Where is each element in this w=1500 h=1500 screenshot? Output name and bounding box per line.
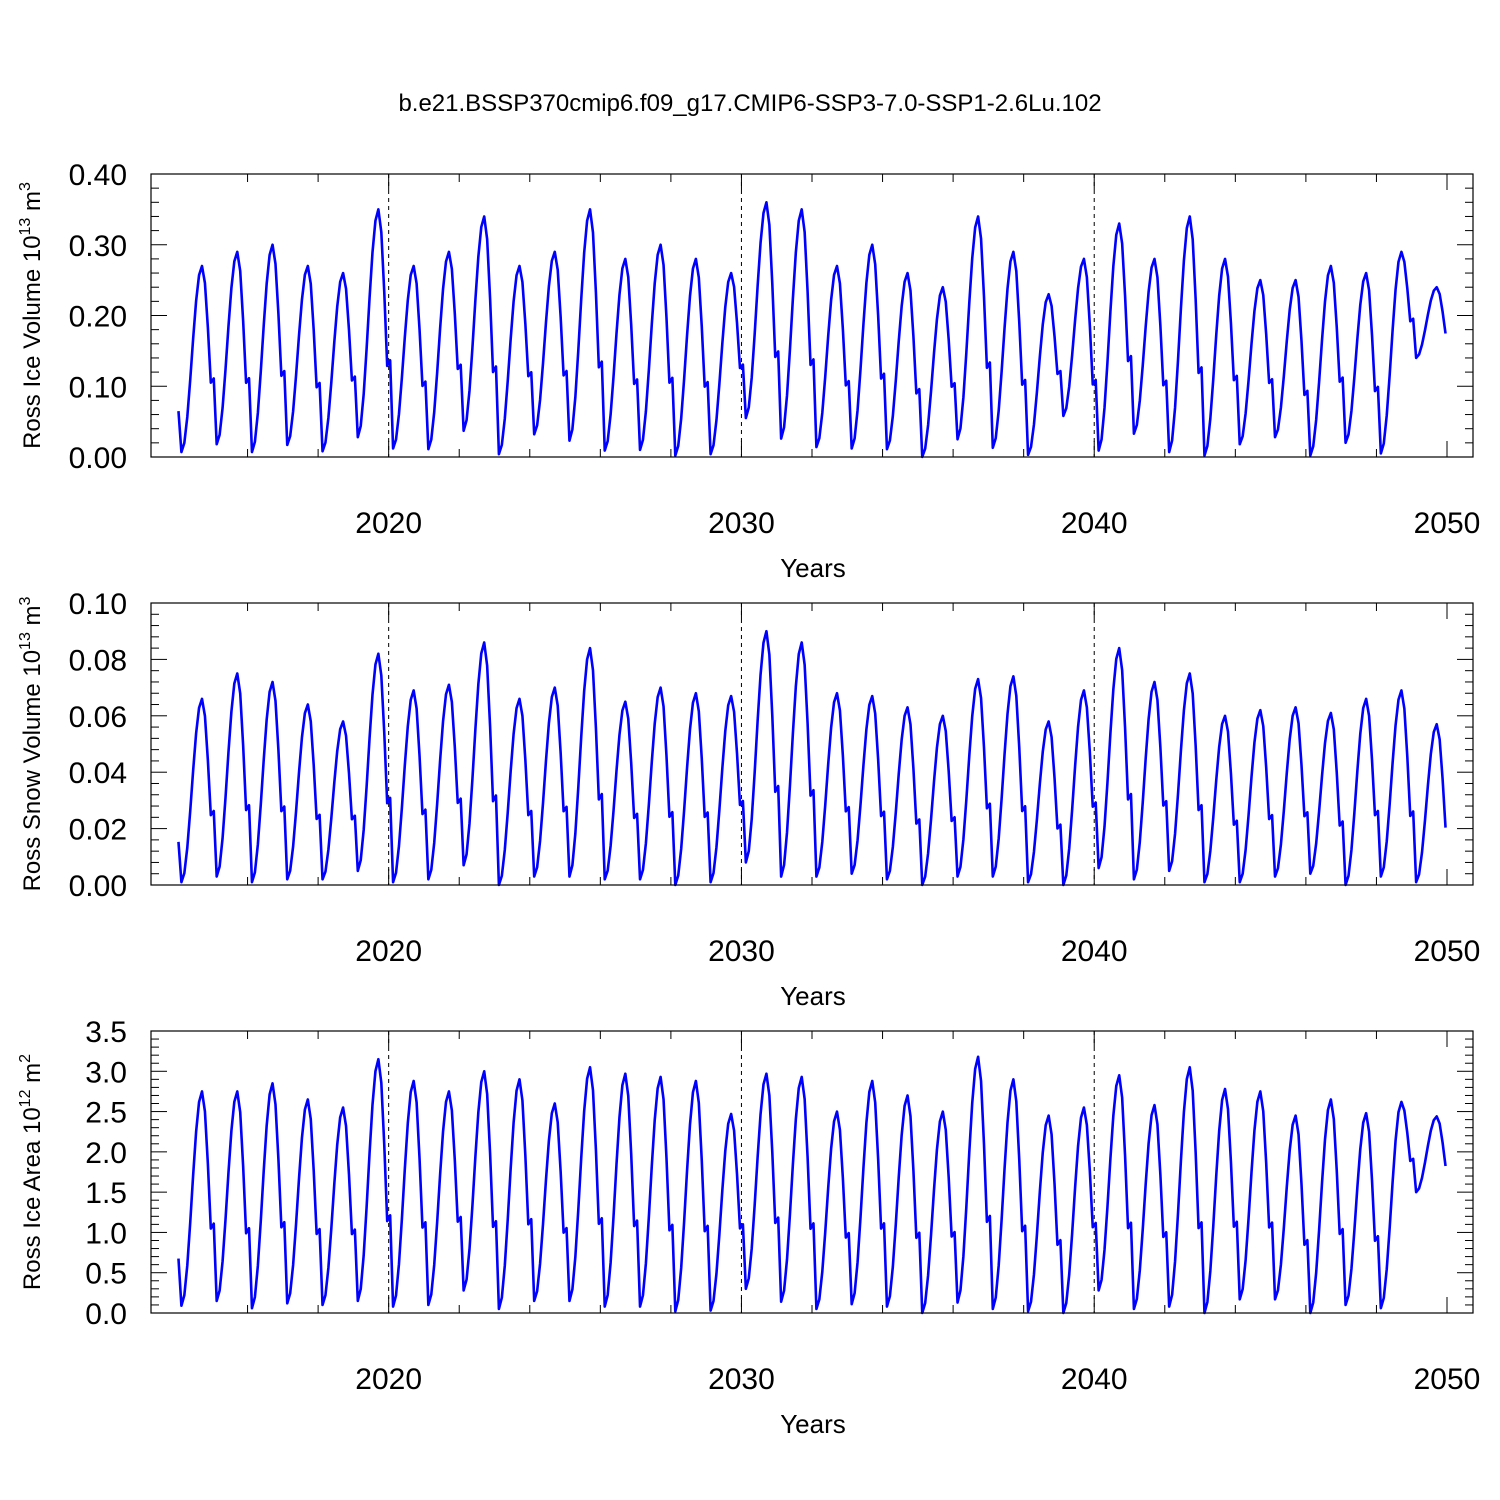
x-axis-label: Years: [780, 553, 846, 583]
chart-panels: 0.00 0.10 0.20 0.30 0.40 2020 2030 2040 2050 Year…: [17, 159, 1480, 1439]
y-tick-label: 3.5: [85, 1016, 127, 1049]
x-tick-label: 2030: [708, 1363, 775, 1396]
series-line: [177, 1055, 1447, 1315]
x-axis-label: Years: [780, 1409, 846, 1439]
y-tick-label: 0.04: [69, 757, 127, 790]
x-tick-label: 2050: [1414, 1363, 1481, 1396]
series-line: [177, 629, 1447, 887]
y-tick-label: 0.00: [69, 870, 127, 903]
y-tick-label: 0.10: [69, 371, 127, 404]
y-axis-label: Ross Ice Area 1012 m2: [17, 1054, 46, 1290]
y-tick-label: 2.5: [85, 1097, 127, 1130]
y-tick-label: 0.0: [85, 1298, 127, 1331]
y-tick-label: 0.00: [69, 442, 127, 475]
x-tick-label: 2030: [708, 507, 775, 540]
y-tick-label: 1.5: [85, 1177, 127, 1210]
x-tick-label: 2020: [355, 935, 422, 968]
x-tick-label: 2030: [708, 935, 775, 968]
x-tick-label: 2040: [1061, 1363, 1128, 1396]
y-tick-label: 0.02: [69, 814, 127, 847]
chart-panel-3: 0.0 0.5 1.0 1.5 2.0 2.5 3.0 3.5 2020 2030 2040 2050…: [17, 1016, 1480, 1439]
y-tick-label: 0.30: [69, 230, 127, 263]
x-tick-label: 2020: [355, 507, 422, 540]
x-tick-label: 2040: [1061, 507, 1128, 540]
chart-panel-2: 0.00 0.02 0.04 0.06 0.08 0.10 2020 2030 2040 2050…: [17, 588, 1480, 1011]
x-axis-label: Years: [780, 981, 846, 1011]
x-tick-label: 2040: [1061, 935, 1128, 968]
y-tick-label: 0.10: [69, 588, 127, 621]
y-tick-label: 0.20: [69, 301, 127, 334]
y-tick-label: 0.06: [69, 701, 127, 734]
x-tick-label: 2050: [1414, 507, 1481, 540]
y-axis-label: Ross Ice Volume 1013 m3: [17, 182, 46, 449]
y-tick-label: 0.5: [85, 1258, 127, 1291]
y-tick-label: 1.0: [85, 1217, 127, 1250]
figure-title: b.e21.BSSP370cmip6.f09_g17.CMIP6-SSP3-7.…: [398, 90, 1101, 117]
y-tick-label: 0.08: [69, 644, 127, 677]
y-tick-label: 0.40: [69, 159, 127, 192]
y-tick-label: 2.0: [85, 1137, 127, 1170]
chart-panel-1: 0.00 0.10 0.20 0.30 0.40 2020 2030 2040 2050 Year…: [17, 159, 1480, 583]
y-axis-label: Ross Snow Volume 1013 m3: [17, 596, 46, 891]
x-tick-label: 2050: [1414, 935, 1481, 968]
y-tick-label: 3.0: [85, 1056, 127, 1089]
x-tick-label: 2020: [355, 1363, 422, 1396]
series-line: [177, 201, 1447, 459]
